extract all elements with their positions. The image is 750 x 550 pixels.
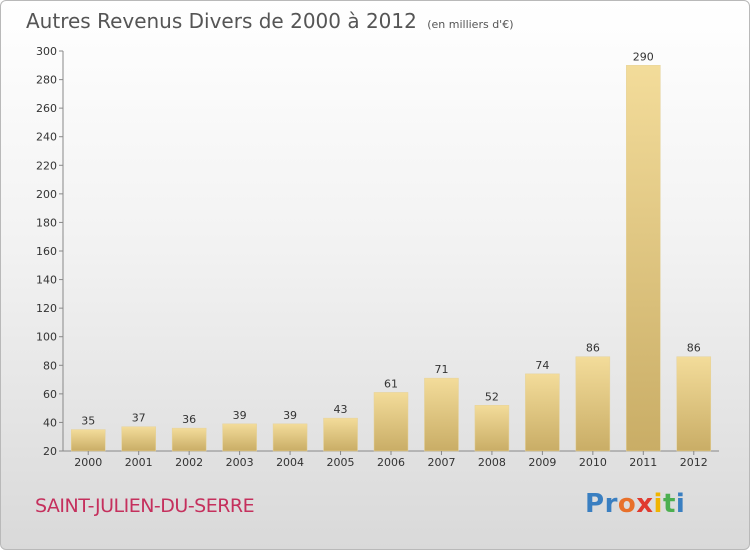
x-tick-label: 2001: [125, 456, 153, 469]
bar: [171, 427, 207, 452]
x-tick-label: 2000: [74, 456, 102, 469]
y-tick-label: 120: [36, 302, 57, 315]
bar-value-label: 74: [535, 359, 549, 372]
chart-subtitle: (en milliers d'€): [427, 18, 514, 31]
bar-value-label: 86: [687, 342, 701, 355]
logo-letter: t: [662, 489, 676, 519]
bar-value-label: 86: [586, 342, 600, 355]
y-tick-label: 300: [36, 45, 57, 58]
bar: [525, 373, 560, 452]
y-tick-label: 60: [43, 388, 57, 401]
logo-letter: P: [585, 489, 605, 519]
bar: [121, 426, 156, 452]
x-tick-label: 2002: [175, 456, 203, 469]
bar: [323, 417, 358, 452]
bar: [272, 423, 308, 452]
bar-value-label: 52: [485, 390, 499, 403]
logo-letter: i: [675, 489, 686, 519]
logo-letter: r: [604, 489, 618, 519]
y-tick-label: 240: [36, 131, 57, 144]
bar-value-label: 71: [434, 363, 448, 376]
y-tick-label: 280: [36, 74, 57, 87]
x-tick-label: 2010: [579, 456, 607, 469]
bar: [424, 377, 459, 452]
logo-letter: o: [617, 489, 637, 519]
x-tick-label: 2004: [276, 456, 304, 469]
bar-value-label: 35: [81, 415, 95, 428]
bar: [474, 405, 510, 452]
x-tick-label: 2011: [629, 456, 657, 469]
chart-title: Autres Revenus Divers de 2000 à 2012 (en…: [26, 9, 514, 33]
bar: [373, 392, 409, 452]
y-tick-label: 200: [36, 188, 57, 201]
x-tick-label: 2008: [478, 456, 506, 469]
y-tick-label: 40: [43, 416, 57, 429]
bar: [70, 429, 106, 452]
bar-value-label: 43: [334, 403, 348, 416]
y-tick-label: 220: [36, 159, 57, 172]
bar: [575, 356, 611, 452]
x-tick-label: 2005: [327, 456, 355, 469]
bar: [222, 423, 257, 452]
x-tick-label: 2009: [528, 456, 556, 469]
bar-value-label: 39: [283, 409, 297, 422]
x-tick-label: 2007: [427, 456, 455, 469]
bar: [626, 65, 661, 452]
y-tick-label: 160: [36, 245, 57, 258]
bar-value-label: 37: [132, 412, 146, 425]
y-tick-label: 20: [43, 445, 57, 458]
logo-letter: x: [636, 489, 654, 519]
bar: [676, 356, 712, 452]
proxiti-logo: Proxiti: [585, 489, 685, 519]
y-tick-label: 180: [36, 216, 57, 229]
bar-value-label: 290: [633, 50, 654, 63]
y-tick-label: 140: [36, 274, 57, 287]
bar-value-label: 39: [233, 409, 247, 422]
y-tick-label: 80: [43, 359, 57, 372]
x-tick-label: 2003: [226, 456, 254, 469]
bar-value-label: 36: [182, 413, 196, 426]
bar-value-label: 61: [384, 377, 398, 390]
y-tick-label: 100: [36, 331, 57, 344]
x-tick-label: 2012: [680, 456, 708, 469]
logo-letter: i: [653, 489, 663, 519]
commune-name: SAINT-JULIEN-DU-SERRE: [35, 495, 255, 517]
chart-title-text: Autres Revenus Divers de 2000 à 2012: [26, 9, 417, 33]
x-tick-label: 2006: [377, 456, 405, 469]
y-tick-label: 260: [36, 102, 57, 115]
